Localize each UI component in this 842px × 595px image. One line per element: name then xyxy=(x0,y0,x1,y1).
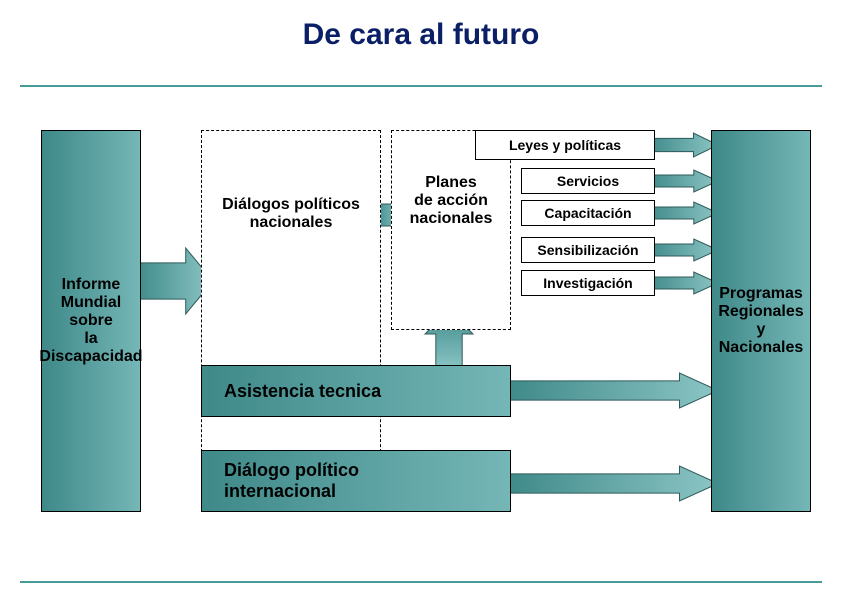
dialogo-intl-text: Diálogo políticointernacional xyxy=(224,460,359,502)
box-leyes-label: Leyes y políticas xyxy=(509,137,621,153)
box-dialogo-intl: Diálogo políticointernacional xyxy=(201,450,511,512)
arrow-dialogo-intl-out xyxy=(506,466,718,501)
arrow-asistencia-out xyxy=(506,373,718,408)
asistencia-text: Asistencia tecnica xyxy=(224,381,381,402)
box-planes-label: Planesde acciónnacionales xyxy=(397,170,505,232)
dialogos-text: Diálogos políticosnacionales xyxy=(222,196,360,232)
column-informe: InformeMundialsobrelaDiscapacidad xyxy=(41,130,141,512)
box-sensibilizacion: Sensibilización xyxy=(521,237,655,263)
arrow-capacitacion-out xyxy=(648,202,718,224)
box-investigacion-label: Investigación xyxy=(543,275,632,291)
column-informe-label: InformeMundialsobrelaDiscapacidad xyxy=(39,276,142,366)
box-asistencia: Asistencia tecnica xyxy=(201,365,511,417)
arrow-sensibilizacion-out xyxy=(648,239,718,261)
box-dialogos-label: Diálogos políticosnacionales xyxy=(207,190,375,238)
box-sensibilizacion-label: Sensibilización xyxy=(537,242,638,258)
box-servicios-label: Servicios xyxy=(557,173,619,189)
box-leyes: Leyes y políticas xyxy=(475,130,655,160)
planes-text: Planesde acciónnacionales xyxy=(410,174,493,228)
arrow-servicios-out xyxy=(648,170,718,192)
arrow-investigacion-out xyxy=(648,272,718,294)
arrow-leyes-out xyxy=(648,133,718,157)
column-programas-label: ProgramasRegionalesyNacionales xyxy=(718,285,803,357)
box-capacitacion-label: Capacitación xyxy=(544,205,631,221)
column-programas: ProgramasRegionalesyNacionales xyxy=(711,130,811,512)
box-servicios: Servicios xyxy=(521,168,655,194)
box-investigacion: Investigación xyxy=(521,270,655,296)
box-capacitacion: Capacitación xyxy=(521,200,655,226)
